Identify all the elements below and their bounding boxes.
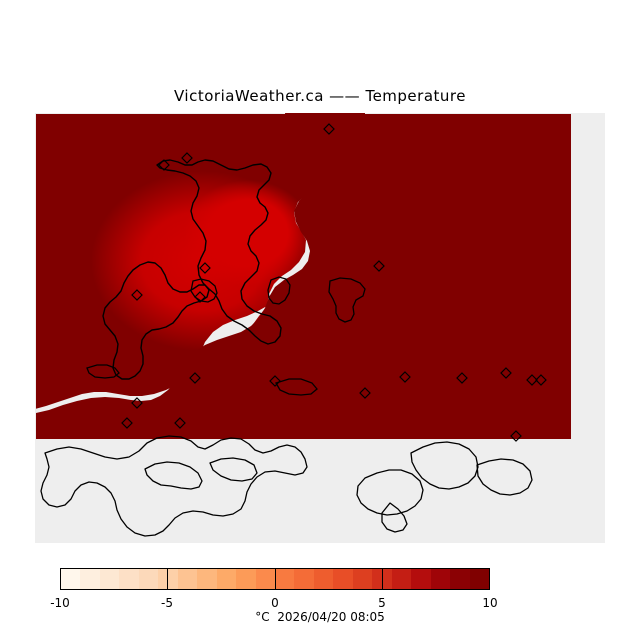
page-title: VictoriaWeather.ca —— Temperature — [174, 87, 466, 105]
colorbar-swatch-11 — [274, 569, 295, 589]
colorbar-swatch-17 — [391, 569, 412, 589]
colorbar-swatch-0 — [61, 569, 81, 589]
colorbar-swatch-8 — [216, 569, 237, 589]
colorbar-divider — [167, 568, 168, 590]
colorbar-swatch-10 — [255, 569, 275, 589]
colorbar-swatch-20 — [450, 569, 470, 589]
colorbar-divider — [275, 568, 276, 590]
colorbar-divider — [382, 568, 383, 590]
colorbar-swatch-7 — [197, 569, 217, 589]
colorbar-swatch-14 — [333, 569, 353, 589]
colorbar-swatch-9 — [236, 569, 256, 589]
map-canvas[interactable] — [35, 113, 605, 543]
colorbar — [60, 568, 490, 590]
colorbar-swatch-16 — [372, 569, 392, 589]
colorbar-tick-10: 10 — [482, 596, 498, 610]
colorbar-tick-5: 5 — [378, 596, 386, 610]
colorbar-swatch-3 — [119, 569, 139, 589]
colorbar-swatch-2 — [99, 569, 120, 589]
colorbar-swatch-19 — [430, 569, 451, 589]
colorbar-tick--5: -5 — [161, 596, 173, 610]
colorbar-tick--10: -10 — [50, 596, 70, 610]
colorbar-swatch-18 — [411, 569, 431, 589]
colorbar-swatch-13 — [313, 569, 334, 589]
colorbar-swatch-21 — [469, 569, 489, 589]
station-markers — [121, 123, 547, 442]
colorbar-swatch-6 — [177, 569, 198, 589]
colorbar-swatch-4 — [138, 569, 159, 589]
colorbar-swatch-1 — [80, 569, 100, 589]
coastline-render — [35, 113, 605, 543]
colorbar-tick-0: 0 — [271, 596, 279, 610]
colorbar-caption: °C 2026/04/20 08:05 — [255, 610, 385, 624]
colorbar-swatch-12 — [294, 569, 314, 589]
colorbar-swatch-15 — [352, 569, 373, 589]
final-map — [35, 113, 605, 543]
map-panel[interactable] — [35, 113, 605, 543]
